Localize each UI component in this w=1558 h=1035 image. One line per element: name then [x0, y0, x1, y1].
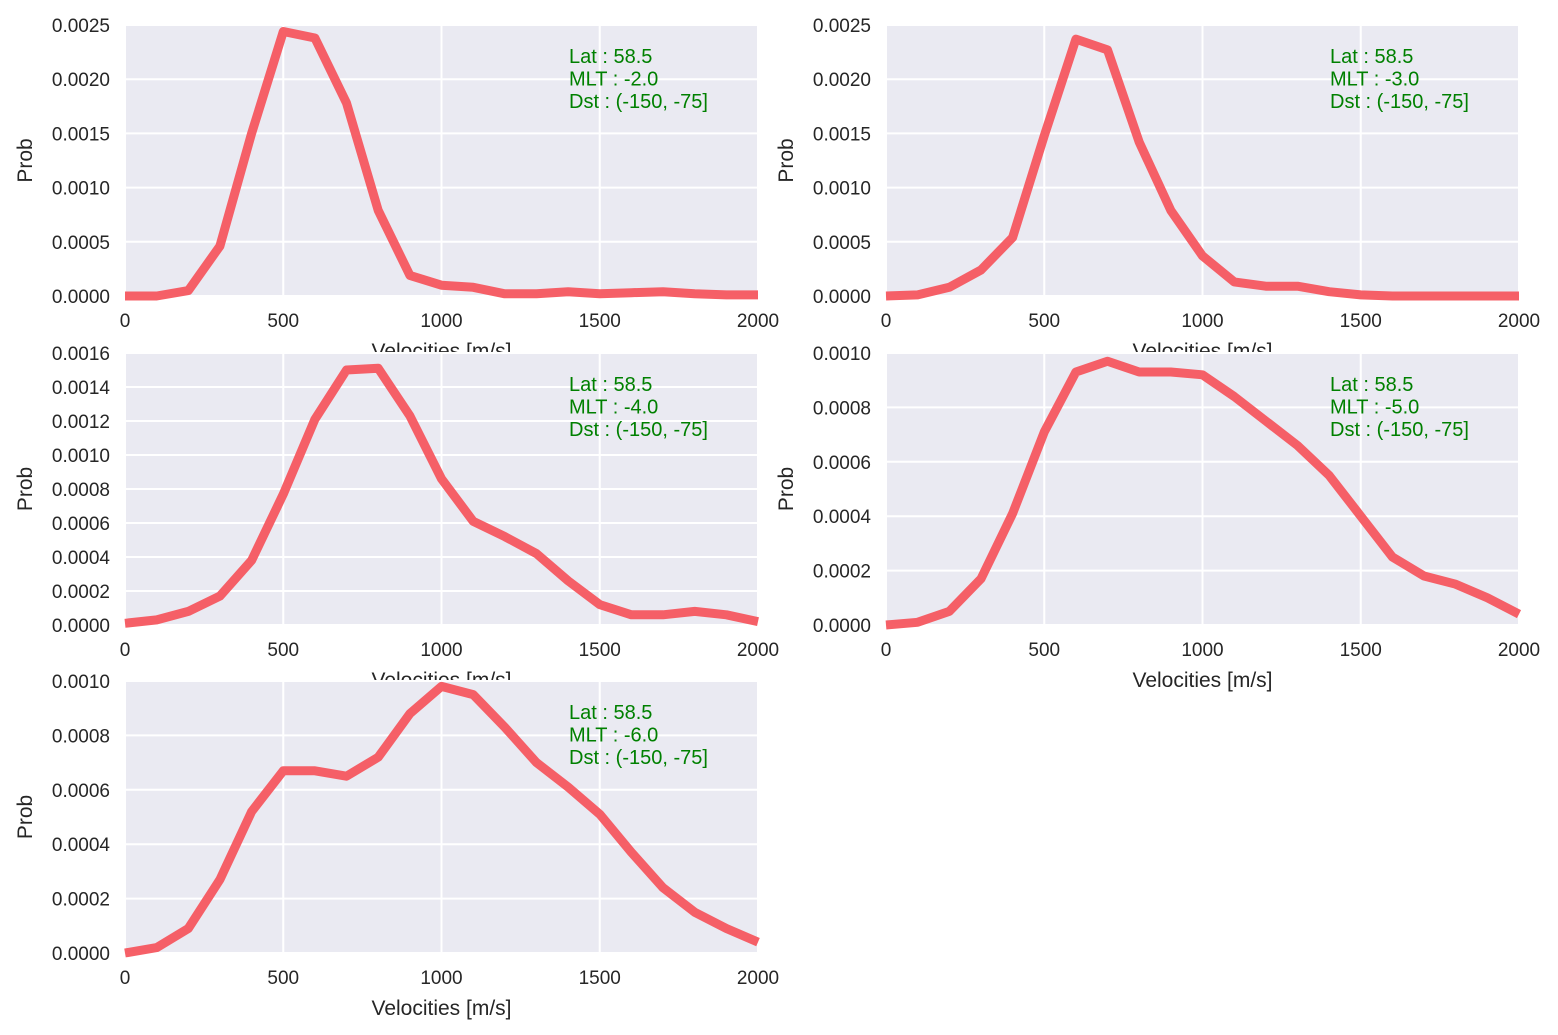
annotation-text: Dst : (-150, -75]: [569, 91, 708, 113]
x-tick-label: 2000: [737, 968, 779, 989]
y-tick-label: 0.0015: [52, 124, 110, 145]
y-tick-label: 0.0006: [52, 781, 110, 802]
y-tick-label: 0.0002: [813, 562, 871, 583]
annotation-text: MLT : -3.0: [1330, 69, 1419, 91]
x-tick-label: 500: [267, 968, 299, 989]
y-tick-label: 0.0012: [52, 412, 110, 433]
y-tick-label: 0.0008: [52, 480, 110, 501]
y-tick-label: 0.0005: [813, 233, 871, 254]
subplot-5: 0 500 1000 1500 2000 0.0000 0.0002 0.0004 0.0006…: [14, 672, 779, 1020]
x-tick-label: 1500: [1340, 311, 1382, 332]
y-tick-label: 0.0000: [52, 616, 110, 637]
x-tick-label: 2000: [737, 640, 779, 661]
y-tick-label: 0.0000: [52, 944, 110, 965]
y-tick-label: 0.0004: [813, 507, 872, 528]
y-tick-label: 0.0004: [52, 548, 111, 569]
annotation-text: Dst : (-150, -75]: [569, 419, 708, 441]
y-tick-label: 0.0008: [813, 398, 871, 419]
y-tick-label: 0.0025: [52, 16, 110, 37]
y-tick-label: 0.0025: [813, 16, 871, 37]
x-tick-label: 1000: [420, 311, 462, 332]
y-tick-label: 0.0008: [52, 726, 110, 747]
annotation-text: MLT : -5.0: [1330, 397, 1419, 419]
x-tick-label: 1000: [420, 968, 462, 989]
y-axis-label: Prob: [775, 138, 798, 182]
x-tick-label: 0: [881, 311, 892, 332]
y-tick-label: 0.0006: [813, 453, 871, 474]
x-tick-label: 0: [120, 968, 131, 989]
annotation-text: Dst : (-150, -75]: [1330, 91, 1469, 113]
annotation-text: Lat : 58.5: [569, 46, 652, 68]
x-tick-label: 1000: [1181, 640, 1223, 661]
x-tick-label: 1000: [1181, 311, 1223, 332]
y-tick-label: 0.0010: [52, 179, 110, 200]
x-tick-label: 1500: [579, 968, 621, 989]
annotation-text: MLT : -2.0: [569, 69, 658, 91]
y-tick-label: 0.0006: [52, 514, 110, 535]
y-tick-label: 0.0000: [52, 287, 110, 308]
y-axis-label: Prob: [775, 467, 798, 511]
subplot-3: 0 500 1000 1500 2000 0.0000 0.0002 0.0004 0.0006…: [14, 344, 779, 661]
x-tick-label: 2000: [1498, 311, 1540, 332]
annotation-text: Lat : 58.5: [569, 702, 652, 724]
y-axis-label: Prob: [14, 795, 37, 839]
annotation-text: Lat : 58.5: [1330, 46, 1413, 68]
annotation-text: MLT : -6.0: [569, 725, 658, 747]
annotation-text: Lat : 58.5: [569, 374, 652, 396]
y-tick-label: 0.0014: [52, 378, 111, 399]
y-axis-label: Prob: [14, 467, 37, 511]
x-tick-label: 0: [881, 640, 892, 661]
subplot-4: 0 500 1000 1500 2000 0.0000 0.0002 0.0004 0.0006…: [775, 344, 1540, 692]
y-tick-label: 0.0020: [813, 70, 871, 91]
x-tick-label: 1000: [420, 640, 462, 661]
annotation-text: Dst : (-150, -75]: [1330, 419, 1469, 441]
y-tick-label: 0.0016: [52, 344, 110, 365]
x-tick-label: 1500: [579, 311, 621, 332]
x-tick-label: 0: [120, 311, 131, 332]
x-axis-label: Velocities [m/s]: [1132, 669, 1272, 692]
y-tick-label: 0.0010: [52, 446, 110, 467]
x-tick-label: 500: [1028, 311, 1060, 332]
annotation-text: Dst : (-150, -75]: [569, 747, 708, 769]
x-tick-label: 0: [120, 640, 131, 661]
x-tick-label: 1500: [579, 640, 621, 661]
y-tick-label: 0.0010: [813, 344, 871, 365]
y-tick-label: 0.0020: [52, 70, 110, 91]
y-tick-label: 0.0002: [52, 890, 110, 911]
subplot-2: 0 500 1000 1500 2000 0.0000 0.0005 0.0010 0.0015…: [775, 16, 1540, 332]
y-tick-label: 0.0002: [52, 582, 110, 603]
x-tick-label: 2000: [1498, 640, 1540, 661]
y-tick-label: 0.0000: [813, 616, 871, 637]
y-tick-label: 0.0015: [813, 124, 871, 145]
x-tick-label: 1500: [1340, 640, 1382, 661]
y-tick-label: 0.0010: [52, 672, 110, 693]
y-tick-label: 0.0005: [52, 233, 110, 254]
y-tick-label: 0.0010: [813, 179, 871, 200]
annotation-text: MLT : -4.0: [569, 397, 658, 419]
x-tick-label: 2000: [737, 311, 779, 332]
x-axis-label: Velocities [m/s]: [371, 997, 511, 1020]
x-tick-label: 500: [1028, 640, 1060, 661]
x-tick-label: 500: [267, 311, 299, 332]
annotation-text: Lat : 58.5: [1330, 374, 1413, 396]
subplot-1: 0 500 1000 1500 2000 0.0000 0.0005 0.0010 0.0015…: [14, 16, 779, 332]
y-tick-label: 0.0004: [52, 835, 111, 856]
y-axis-label: Prob: [14, 138, 37, 182]
x-tick-label: 500: [267, 640, 299, 661]
y-tick-label: 0.0000: [813, 287, 871, 308]
